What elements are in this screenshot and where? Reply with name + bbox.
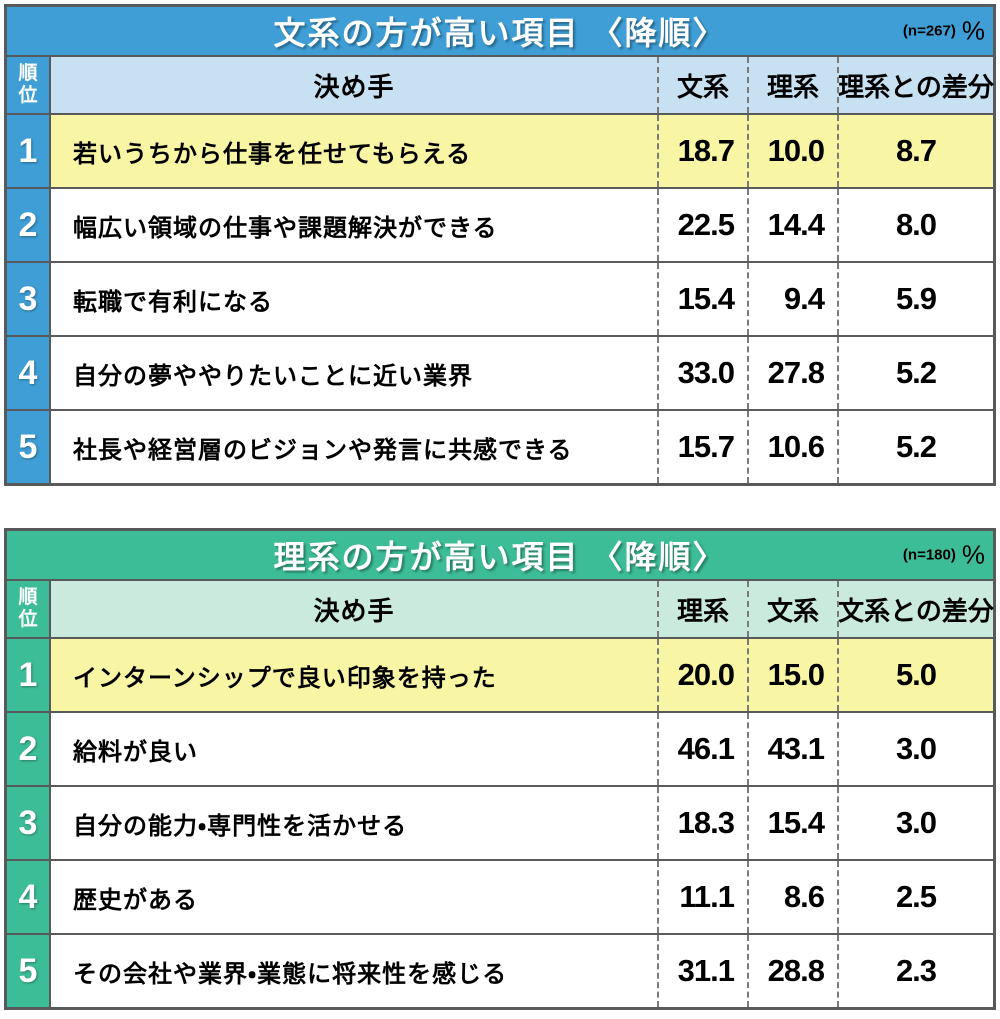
col1-value: 18.3 bbox=[657, 787, 747, 859]
table-title: 文系の方が高い項目 〈降順〉 bbox=[273, 15, 727, 51]
rank-column-header: 順位 bbox=[7, 57, 49, 113]
factor-column-header: 決め手 bbox=[49, 581, 657, 637]
table-row: 1 若いうちから仕事を任せてもらえる 18.7 10.0 8.7 bbox=[7, 113, 993, 187]
table-row: 3 自分の能力・専門性を活かせる 18.3 15.4 3.0 bbox=[7, 785, 993, 859]
sample-size: (n=180) % bbox=[903, 540, 985, 571]
table-title: 理系の方が高い項目 〈降順〉 bbox=[273, 539, 727, 575]
col1-value: 33.0 bbox=[657, 337, 747, 409]
table-row: 5 その会社や業界・業態に将来性を感じる 31.1 28.8 2.3 bbox=[7, 933, 993, 1007]
col2-value: 10.0 bbox=[747, 115, 837, 187]
factor-label: 自分の能力・専門性を活かせる bbox=[49, 787, 657, 859]
col2-value: 9.4 bbox=[747, 263, 837, 335]
col2-header: 理系 bbox=[747, 57, 837, 113]
diff-value: 2.3 bbox=[837, 935, 993, 1007]
rank-number: 5 bbox=[7, 935, 49, 1007]
rank-number: 2 bbox=[7, 189, 49, 261]
col2-value: 15.4 bbox=[747, 787, 837, 859]
rank-number: 1 bbox=[7, 115, 49, 187]
diff-value: 2.5 bbox=[837, 861, 993, 933]
table-title-band: 理系の方が高い項目 〈降順〉 (n=180) % bbox=[7, 531, 993, 579]
col1-value: 18.7 bbox=[657, 115, 747, 187]
rank-number: 4 bbox=[7, 861, 49, 933]
percent-sign: % bbox=[961, 539, 985, 570]
factor-label: 幅広い領域の仕事や課題解決ができる bbox=[49, 189, 657, 261]
table-row: 1 インターンシップで良い印象を持った 20.0 15.0 5.0 bbox=[7, 637, 993, 711]
table-row: 2 幅広い領域の仕事や課題解決ができる 22.5 14.4 8.0 bbox=[7, 187, 993, 261]
table-row: 4 歴史がある 11.1 8.6 2.5 bbox=[7, 859, 993, 933]
sample-size-label: (n=267) bbox=[902, 22, 956, 40]
factor-label: 自分の夢ややりたいことに近い業界 bbox=[49, 337, 657, 409]
factor-label: その会社や業界・業態に将来性を感じる bbox=[49, 935, 657, 1007]
factor-label: 転職で有利になる bbox=[49, 263, 657, 335]
col1-value: 22.5 bbox=[657, 189, 747, 261]
factor-label: インターンシップで良い印象を持った bbox=[49, 639, 657, 711]
diff-value: 3.0 bbox=[837, 787, 993, 859]
diff-value: 5.9 bbox=[837, 263, 993, 335]
diff-column-header: 文系との差分 bbox=[837, 581, 994, 637]
col2-value: 8.6 bbox=[747, 861, 837, 933]
col2-value: 10.6 bbox=[747, 411, 837, 483]
diff-value: 5.2 bbox=[837, 411, 993, 483]
factor-label: 若いうちから仕事を任せてもらえる bbox=[49, 115, 657, 187]
col1-value: 31.1 bbox=[657, 935, 747, 1007]
col2-value: 15.0 bbox=[747, 639, 837, 711]
sample-size-label: (n=180) bbox=[902, 546, 956, 564]
table-header-row: 順位 決め手 理系 文系 文系との差分 bbox=[7, 579, 994, 637]
table-title-band: 文系の方が高い項目 〈降順〉 (n=267) % bbox=[7, 7, 993, 55]
rank-number: 3 bbox=[7, 787, 49, 859]
rank-number: 3 bbox=[7, 263, 49, 335]
diff-value: 3.0 bbox=[837, 713, 993, 785]
factor-label: 歴史がある bbox=[49, 861, 657, 933]
col1-header: 理系 bbox=[657, 581, 747, 637]
diff-value: 8.0 bbox=[837, 189, 993, 261]
diff-value: 8.7 bbox=[837, 115, 993, 187]
table-header-row: 順位 決め手 文系 理系 理系との差分 bbox=[7, 55, 994, 113]
col2-value: 14.4 bbox=[747, 189, 837, 261]
rank-number: 1 bbox=[7, 639, 49, 711]
col1-value: 11.1 bbox=[657, 861, 747, 933]
rank-number: 5 bbox=[7, 411, 49, 483]
rank-number: 4 bbox=[7, 337, 49, 409]
table-card-rikei: 理系の方が高い項目 〈降順〉 (n=180) % 順位 決め手 理系 文系 文系… bbox=[4, 528, 996, 1010]
table-row: 2 給料が良い 46.1 43.1 3.0 bbox=[7, 711, 993, 785]
table-row: 4 自分の夢ややりたいことに近い業界 33.0 27.8 5.2 bbox=[7, 335, 993, 409]
sample-size: (n=267) % bbox=[903, 16, 985, 47]
col1-value: 46.1 bbox=[657, 713, 747, 785]
diff-column-header: 理系との差分 bbox=[837, 57, 994, 113]
col1-value: 20.0 bbox=[657, 639, 747, 711]
col1-value: 15.7 bbox=[657, 411, 747, 483]
rank-number: 2 bbox=[7, 713, 49, 785]
table-card-bunkei: 文系の方が高い項目 〈降順〉 (n=267) % 順位 決め手 文系 理系 理系… bbox=[4, 4, 996, 486]
table-row: 3 転職で有利になる 15.4 9.4 5.9 bbox=[7, 261, 993, 335]
diff-value: 5.2 bbox=[837, 337, 993, 409]
table-row: 5 社長や経営層のビジョンや発言に共感できる 15.7 10.6 5.2 bbox=[7, 409, 993, 483]
col2-value: 27.8 bbox=[747, 337, 837, 409]
rank-column-header: 順位 bbox=[7, 581, 49, 637]
percent-sign: % bbox=[961, 15, 985, 46]
col2-value: 28.8 bbox=[747, 935, 837, 1007]
diff-value: 5.0 bbox=[837, 639, 993, 711]
factor-column-header: 決め手 bbox=[49, 57, 657, 113]
col2-header: 文系 bbox=[747, 581, 837, 637]
factor-label: 給料が良い bbox=[49, 713, 657, 785]
col1-header: 文系 bbox=[657, 57, 747, 113]
factor-label: 社長や経営層のビジョンや発言に共感できる bbox=[49, 411, 657, 483]
col1-value: 15.4 bbox=[657, 263, 747, 335]
col2-value: 43.1 bbox=[747, 713, 837, 785]
